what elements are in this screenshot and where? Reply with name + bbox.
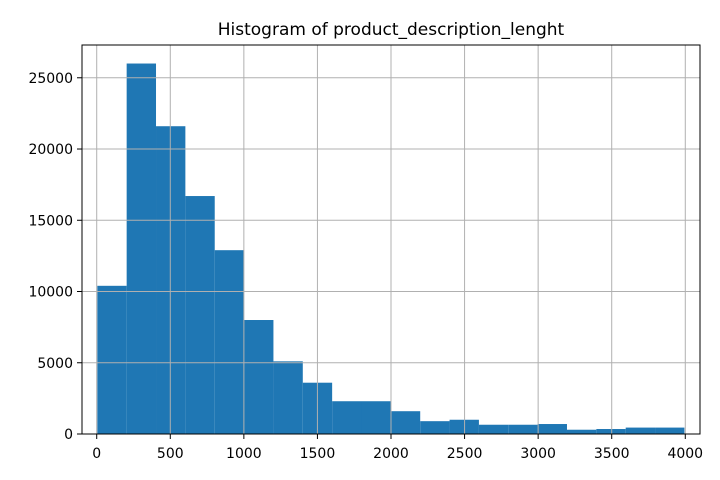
histogram-bar-15 xyxy=(537,424,567,434)
y-tick-label: 10000 xyxy=(28,285,73,301)
y-tick-label: 25000 xyxy=(28,71,73,87)
y-tick-label: 15000 xyxy=(28,213,73,229)
histogram-bar-4 xyxy=(214,250,245,434)
x-axis-ticks: 0 500 1000 1500 2000 2500 3000 3500 4000 xyxy=(92,434,703,462)
y-tick-label: 20000 xyxy=(28,142,73,158)
x-tick-label: 3500 xyxy=(594,446,630,462)
histogram-bar-14 xyxy=(508,424,538,434)
histogram-bar-11 xyxy=(420,421,450,434)
histogram-bar-10 xyxy=(390,411,421,434)
histogram-bar-9 xyxy=(361,401,391,434)
histogram-bar-8 xyxy=(332,401,362,434)
x-tick-label: 2000 xyxy=(373,446,409,462)
histogram-bar-16 xyxy=(566,429,597,434)
histogram-bar-3 xyxy=(185,196,215,434)
x-tick-label: 0 xyxy=(92,446,101,462)
histogram-bar-18 xyxy=(625,427,656,434)
histogram-bar-1 xyxy=(126,63,157,435)
x-tick-label: 1500 xyxy=(300,446,336,462)
y-tick-label: 0 xyxy=(64,427,73,443)
histogram-bar-13 xyxy=(478,424,509,434)
histogram-bar-17 xyxy=(596,429,626,434)
x-tick-label: 4000 xyxy=(667,446,703,462)
chart-title: Histogram of product_description_lenght xyxy=(218,20,565,40)
y-axis-ticks: 0 5000 10000 15000 20000 25000 xyxy=(28,71,82,443)
x-tick-label: 1000 xyxy=(226,446,262,462)
histogram-bar-0 xyxy=(97,285,127,434)
histogram-bar-19 xyxy=(655,427,685,434)
x-tick-label: 500 xyxy=(157,446,184,462)
grid-lines xyxy=(82,45,700,435)
x-tick-label: 2500 xyxy=(447,446,483,462)
y-tick-label: 5000 xyxy=(37,356,73,372)
x-tick-label: 3000 xyxy=(520,446,556,462)
histogram-bar-5 xyxy=(244,320,274,434)
histogram-bar-6 xyxy=(273,361,303,434)
